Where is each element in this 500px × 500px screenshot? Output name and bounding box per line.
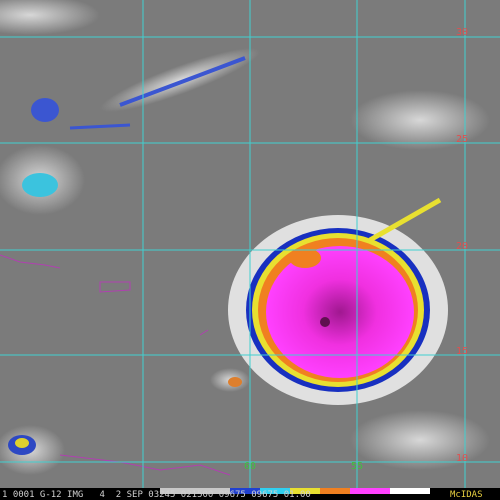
footer-brand: McIDAS (450, 490, 483, 500)
latitude-label: 25 (456, 134, 468, 145)
coastlines (0, 254, 231, 476)
grid (0, 0, 500, 488)
footer-info: 1 0001 G-12 IMG 4 2 SEP 03245 021500 096… (2, 490, 311, 500)
clouds (0, 0, 490, 475)
longitude-label: 55 (351, 461, 363, 472)
longitude-label: 60 (244, 461, 256, 472)
grid-labels: 30 25 20 15 10 60 55 (244, 27, 468, 472)
latitude-label: 30 (456, 27, 468, 38)
latitude-label: 10 (456, 453, 468, 464)
color-scale (160, 488, 430, 494)
latitude-label: 20 (456, 241, 468, 252)
latitude-label: 15 (456, 346, 468, 357)
hurricane (228, 197, 448, 405)
